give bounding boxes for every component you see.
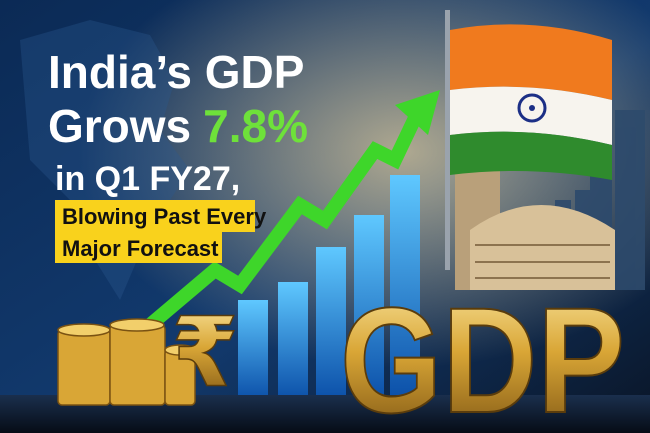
exchange-building [455,150,615,290]
rupee-symbol: ₹ [172,299,239,406]
flag [445,10,612,270]
headline-line1: India’s GDP [48,46,304,98]
subheadline-box [55,232,222,263]
bars [238,175,420,400]
headline-line3: in Q1 FY27, [55,160,240,198]
subheadline-box [55,200,255,232]
subheadline-line2: Major Forecast [62,236,219,261]
growth-arrow [145,90,440,331]
headline-line2: Grows 7.8% [48,100,308,152]
gdp-graphic: GDP [340,276,625,433]
subheadline-line1: Blowing Past Every [62,204,267,229]
coins [57,318,196,406]
headline-highlight: 7.8% [203,100,308,152]
headline-prefix: Grows [48,100,191,152]
